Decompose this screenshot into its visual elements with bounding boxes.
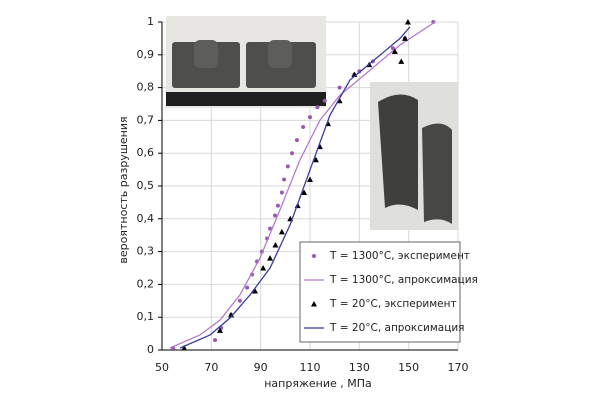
- x-tick-label: 50: [155, 361, 169, 374]
- data-point: [216, 327, 223, 333]
- x-tick-label: 110: [300, 361, 321, 374]
- data-point: [282, 177, 287, 182]
- data-point: [390, 46, 395, 51]
- series-line: [179, 26, 411, 349]
- legend-symbol: [312, 254, 316, 258]
- data-point: [294, 138, 299, 143]
- x-tick-label: 130: [349, 361, 370, 374]
- y-axis-label: вероятность разрушения: [117, 116, 130, 263]
- legend-box: [299, 241, 461, 343]
- ridge: [194, 40, 218, 68]
- data-point: [275, 203, 280, 208]
- legend-label: T = 20°C, апроксимация: [329, 322, 464, 334]
- data-point: [398, 58, 405, 64]
- data-point: [251, 287, 258, 294]
- y-tick-label: 0,7: [137, 113, 155, 126]
- x-tick-label: 150: [398, 361, 419, 374]
- y-tick-label: 0,2: [137, 277, 155, 290]
- data-point: [312, 156, 319, 163]
- series-line: [169, 21, 436, 349]
- data-point: [213, 338, 218, 343]
- y-tick-label: 0,9: [137, 48, 155, 61]
- data-point: [260, 265, 267, 271]
- y-tick-label: 0,8: [137, 81, 155, 94]
- y-tick-label: 1: [147, 15, 154, 28]
- x-axis-label: напряжение , МПа: [264, 377, 372, 390]
- data-point: [278, 228, 285, 235]
- data-point: [285, 164, 290, 169]
- data-point: [237, 298, 242, 303]
- ruler: [166, 92, 326, 106]
- data-point: [308, 115, 312, 120]
- data-point: [272, 213, 277, 218]
- ridge: [268, 40, 292, 68]
- data-point: [181, 345, 188, 351]
- y-tick-label: 0,5: [137, 179, 155, 192]
- data-point: [337, 85, 342, 90]
- x-tick-label: 70: [204, 361, 218, 374]
- data-point: [301, 189, 308, 196]
- data-point: [404, 19, 411, 25]
- data-point: [267, 255, 274, 261]
- data-point: [228, 311, 235, 318]
- data-point: [272, 242, 279, 248]
- legend-symbol: [311, 301, 317, 307]
- x-tick-label: 90: [254, 361, 268, 374]
- specimen: [422, 123, 452, 224]
- data-point: [268, 226, 273, 231]
- data-point: [245, 285, 250, 290]
- photos: [166, 16, 458, 230]
- y-tick-label: 0,3: [137, 245, 155, 258]
- y-tick-label: 0,4: [137, 212, 155, 225]
- y-tick-label: 0,1: [137, 310, 155, 323]
- data-point: [301, 124, 306, 129]
- data-point: [391, 48, 398, 55]
- x-tick-label: 170: [448, 361, 469, 374]
- specimen: [378, 94, 418, 210]
- y-tick-label: 0,6: [137, 146, 155, 159]
- data-point: [289, 151, 294, 156]
- legend-label: T = 20°C, эксперимент: [329, 298, 457, 310]
- legend-label: T = 1300°C, эксперимент: [329, 250, 470, 262]
- y-tick-label: 0: [147, 343, 154, 356]
- data-point: [322, 98, 327, 103]
- data-point: [315, 105, 320, 110]
- legend-label: T = 1300°C, апроксимация: [329, 274, 478, 286]
- data-point: [307, 176, 313, 182]
- data-point: [279, 190, 284, 195]
- data-point: [401, 35, 408, 41]
